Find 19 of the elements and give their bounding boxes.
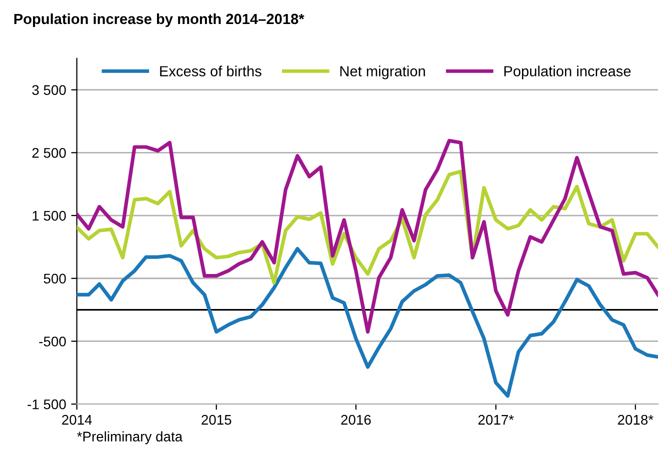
chart-title: Population increase by month 2014–2018* [14,13,304,27]
y-tick-label: -1 500 [28,399,66,410]
y-tick-label: 2 500 [32,148,66,158]
y-tick-label: 500 [44,274,66,284]
text: *Preliminary data [77,431,183,444]
line-series [76,170,658,285]
legend-label: Excess of births [160,66,262,76]
x-tick-label: 2015 [202,414,232,425]
x-tick-label: 2018* [618,414,654,425]
legend-label: Population increase [504,66,631,80]
x-tick-label: 2016 [341,414,371,425]
y-tick-label: 1 500 [32,210,66,221]
line-series [76,247,658,398]
y-tick-label: -500 [39,336,66,346]
x-tick-label: 2017* [478,414,514,425]
line-series [76,138,658,334]
x-tick-label: 2014 [62,414,92,425]
legend-label: Net migration [340,66,425,80]
y-tick-label: 3 500 [32,85,66,95]
